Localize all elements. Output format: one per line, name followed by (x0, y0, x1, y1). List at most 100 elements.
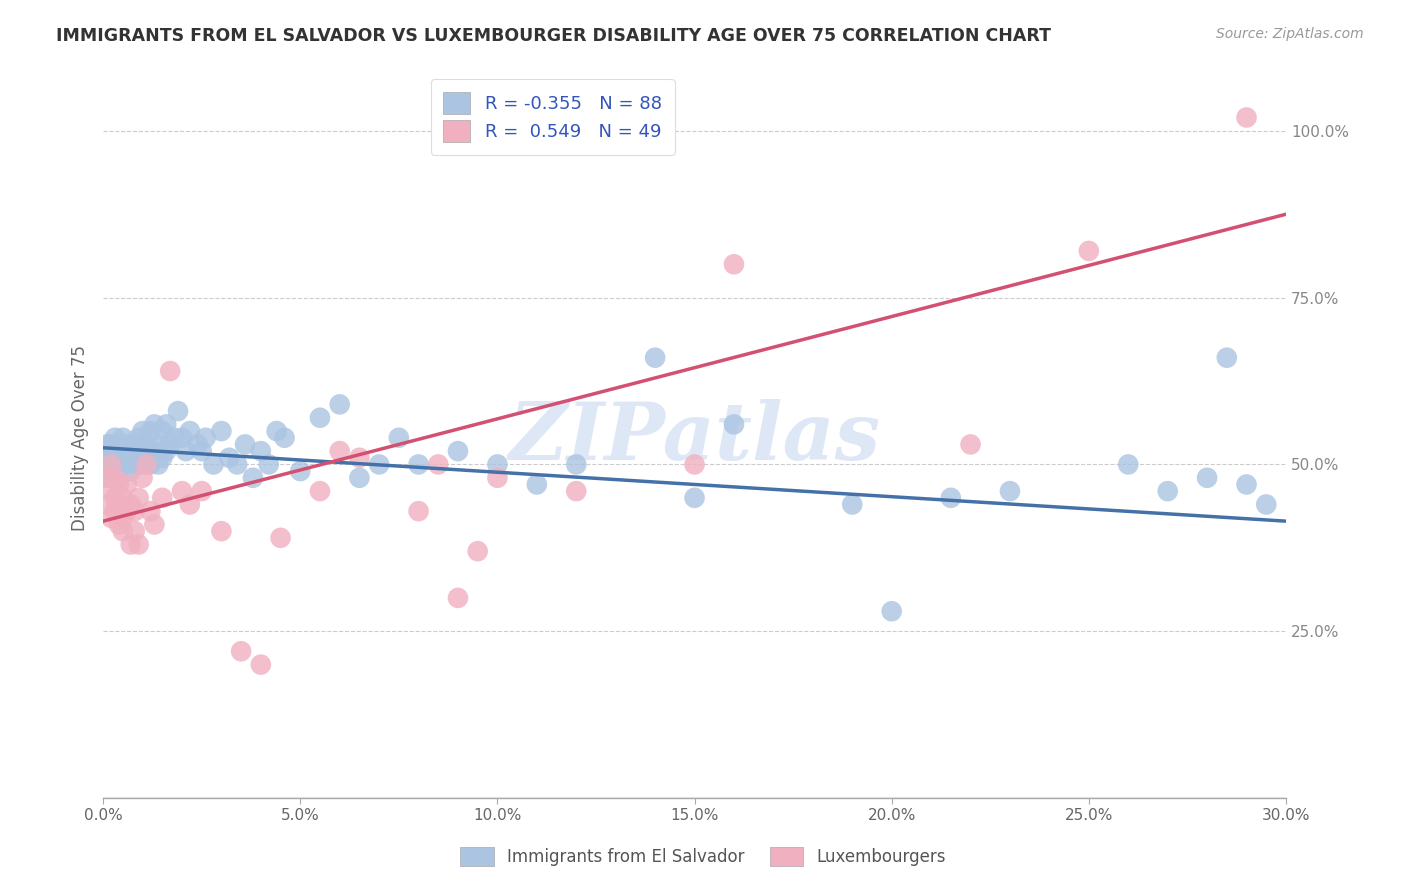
Point (155, 444, 177, 458)
Point (427, 458, 450, 472)
Point (1116, 458, 1139, 472)
Point (104, 504, 127, 518)
Point (408, 458, 430, 472)
Point (124, 444, 146, 458)
Point (128, 431, 150, 445)
Point (229, 644, 252, 658)
Point (100, 471, 122, 485)
Point (174, 444, 197, 458)
Text: ZIPatlas: ZIPatlas (509, 399, 880, 476)
Point (368, 458, 391, 472)
Point (115, 477, 138, 491)
Point (723, 417, 745, 432)
Point (131, 424, 153, 438)
Point (131, 458, 153, 472)
Point (273, 431, 295, 445)
Point (104, 450, 127, 465)
Point (115, 458, 138, 472)
Point (124, 524, 146, 538)
Point (841, 498, 863, 512)
Point (100, 450, 122, 465)
Point (187, 437, 209, 451)
Point (266, 424, 288, 438)
Point (108, 444, 131, 458)
Point (148, 458, 170, 472)
Point (139, 458, 162, 472)
Point (1197, 471, 1219, 485)
Point (329, 397, 352, 411)
Point (1236, 111, 1258, 125)
Point (290, 464, 312, 478)
Point (108, 517, 131, 532)
Point (124, 504, 146, 518)
Point (565, 458, 588, 472)
Point (115, 504, 138, 518)
Point (96, 444, 118, 458)
Point (179, 424, 201, 438)
Point (250, 657, 273, 672)
Point (190, 444, 212, 458)
Y-axis label: Disability Age Over 75: Disability Age Over 75 (72, 344, 89, 531)
Point (242, 471, 264, 485)
Point (467, 544, 489, 558)
Point (270, 531, 292, 545)
Point (998, 484, 1021, 499)
Point (683, 491, 706, 505)
Point (150, 491, 173, 505)
Point (100, 484, 122, 499)
Point (447, 444, 470, 458)
Point (108, 477, 131, 491)
Point (120, 537, 142, 551)
Point (194, 431, 217, 445)
Point (159, 437, 181, 451)
Point (111, 524, 134, 538)
Point (959, 437, 981, 451)
Point (108, 498, 131, 512)
Point (111, 450, 134, 465)
Point (124, 458, 146, 472)
Point (1256, 498, 1278, 512)
Point (309, 410, 332, 425)
Point (96, 437, 118, 451)
Point (96, 471, 118, 485)
Point (120, 444, 142, 458)
Point (226, 458, 249, 472)
Point (100, 458, 122, 472)
Point (96, 498, 118, 512)
Legend: R = -0.355   N = 88, R =  0.549   N = 49: R = -0.355 N = 88, R = 0.549 N = 49 (430, 79, 675, 155)
Point (131, 471, 153, 485)
Point (408, 504, 430, 518)
Point (309, 484, 332, 499)
Point (1156, 484, 1178, 499)
Point (104, 464, 127, 478)
Point (108, 471, 131, 485)
Point (150, 424, 173, 438)
Point (104, 491, 127, 505)
Point (150, 450, 173, 465)
Point (108, 458, 131, 472)
Point (257, 458, 280, 472)
Text: IMMIGRANTS FROM EL SALVADOR VS LUXEMBOURGER DISABILITY AGE OVER 75 CORRELATION C: IMMIGRANTS FROM EL SALVADOR VS LUXEMBOUR… (56, 27, 1052, 45)
Point (349, 450, 371, 465)
Point (115, 450, 138, 465)
Point (1077, 244, 1099, 258)
Point (111, 458, 134, 472)
Point (104, 444, 127, 458)
Point (143, 417, 166, 432)
Point (723, 257, 745, 271)
Point (167, 404, 190, 418)
Point (135, 450, 157, 465)
Point (939, 491, 962, 505)
Point (159, 364, 181, 378)
Point (115, 437, 138, 451)
Point (128, 537, 150, 551)
Point (683, 458, 706, 472)
Point (880, 604, 903, 618)
Point (100, 458, 122, 472)
Point (96, 458, 118, 472)
Point (120, 450, 142, 465)
Point (111, 444, 134, 458)
Point (131, 444, 153, 458)
Point (104, 431, 127, 445)
Point (349, 471, 371, 485)
